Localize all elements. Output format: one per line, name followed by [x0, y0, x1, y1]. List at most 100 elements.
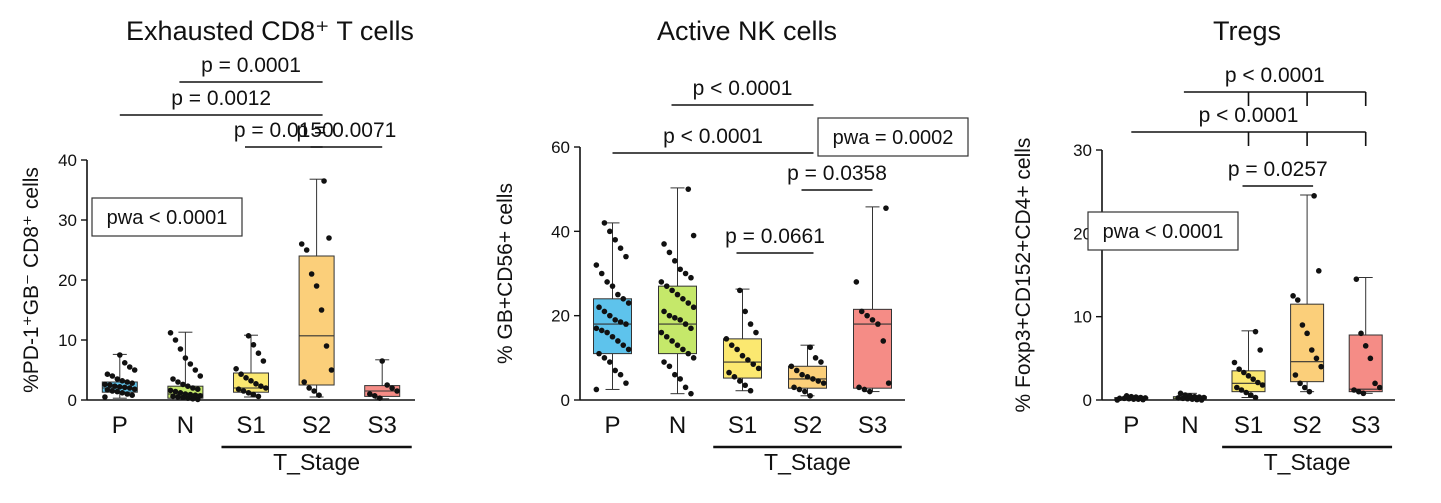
p-value-label: p = 0.0257	[1228, 158, 1328, 181]
data-point	[612, 367, 618, 374]
data-point	[326, 235, 332, 241]
data-point	[685, 300, 692, 306]
data-point	[371, 393, 378, 399]
data-point	[666, 249, 673, 256]
y-tick-label: 0	[68, 391, 77, 410]
p-value-label: p < 0.0001	[693, 77, 793, 100]
data-point	[598, 327, 605, 334]
data-point	[728, 342, 735, 348]
data-point	[690, 304, 697, 311]
data-point	[747, 387, 754, 394]
y-tick-label: 20	[1073, 224, 1092, 243]
data-point	[379, 358, 386, 364]
data-point	[1259, 382, 1266, 388]
data-point	[1367, 355, 1374, 362]
data-point	[685, 350, 692, 357]
data-point	[677, 376, 683, 382]
omnibus-label: pwa = 0.0002	[833, 127, 954, 149]
data-point	[731, 374, 738, 380]
x-tick-label: S2	[302, 412, 331, 439]
data-point	[197, 393, 204, 399]
data-point	[367, 391, 373, 397]
data-point	[180, 381, 186, 388]
data-point	[1238, 387, 1245, 393]
p-value-label: p = 0.0661	[725, 225, 825, 248]
data-point	[793, 367, 800, 374]
data-point	[661, 359, 667, 365]
data-point	[192, 392, 199, 399]
data-point	[669, 338, 675, 344]
data-point	[1123, 393, 1130, 399]
data-point	[126, 364, 133, 370]
data-point	[799, 371, 805, 378]
data-point	[1236, 366, 1242, 372]
x-tick-label: S3	[368, 412, 397, 439]
data-point	[593, 386, 600, 393]
data-point	[609, 283, 616, 289]
data-point	[175, 394, 181, 400]
data-point	[598, 270, 605, 277]
data-point	[680, 346, 686, 353]
data-point	[172, 388, 179, 395]
data-point	[131, 386, 138, 393]
data-point	[316, 392, 322, 399]
data-point	[737, 378, 743, 384]
data-point	[1241, 369, 1247, 376]
data-point	[1231, 359, 1238, 366]
data-point	[394, 388, 400, 394]
data-point	[376, 395, 383, 402]
data-point	[677, 266, 683, 273]
data-point	[318, 307, 325, 313]
data-point	[167, 387, 174, 394]
data-point	[170, 393, 176, 400]
data-point	[804, 374, 811, 380]
y-tick-label: 40	[551, 222, 570, 241]
data-point	[815, 378, 822, 384]
x-tick-label: N	[177, 412, 194, 439]
data-point	[167, 330, 174, 336]
data-point	[1252, 394, 1259, 401]
x-tick-label: P	[604, 412, 620, 439]
data-point	[131, 367, 138, 373]
y-tick-label: 30	[58, 211, 77, 230]
data-point	[1304, 330, 1310, 337]
data-point	[121, 384, 128, 391]
data-point	[1313, 355, 1320, 362]
data-point	[796, 386, 803, 393]
y-axis-label: %PD-1⁺GB⁻ CD8⁺ cells	[20, 167, 43, 393]
y-tick-label: 60	[551, 138, 570, 157]
data-point	[1257, 347, 1263, 353]
data-point	[1376, 384, 1383, 391]
data-point	[661, 241, 667, 247]
data-point	[1362, 343, 1369, 349]
data-point	[1351, 387, 1357, 393]
x-tick-label: P	[1123, 412, 1139, 439]
data-point	[1301, 384, 1308, 391]
data-point	[1294, 297, 1301, 303]
data-point	[807, 392, 813, 399]
data-point	[617, 371, 624, 378]
x-tick-label: N	[669, 412, 686, 439]
data-point	[384, 382, 390, 388]
box-S2	[1290, 303, 1325, 383]
data-point	[690, 355, 697, 361]
data-point	[104, 387, 111, 393]
data-point	[306, 385, 312, 391]
x-tick-label: P	[112, 412, 128, 439]
data-point	[861, 386, 868, 393]
data-point	[661, 308, 667, 315]
data-point	[172, 337, 179, 343]
data-point	[117, 384, 123, 390]
x-tick-label: S3	[858, 412, 887, 439]
data-point	[311, 388, 317, 394]
data-point	[682, 384, 689, 391]
data-point	[880, 338, 887, 344]
data-point	[177, 390, 184, 396]
data-point	[688, 325, 694, 332]
data-point	[742, 382, 748, 389]
data-point	[737, 287, 743, 294]
p-value-label: p = 0.0001	[201, 54, 301, 77]
data-point	[1243, 389, 1249, 396]
data-point	[682, 321, 689, 327]
